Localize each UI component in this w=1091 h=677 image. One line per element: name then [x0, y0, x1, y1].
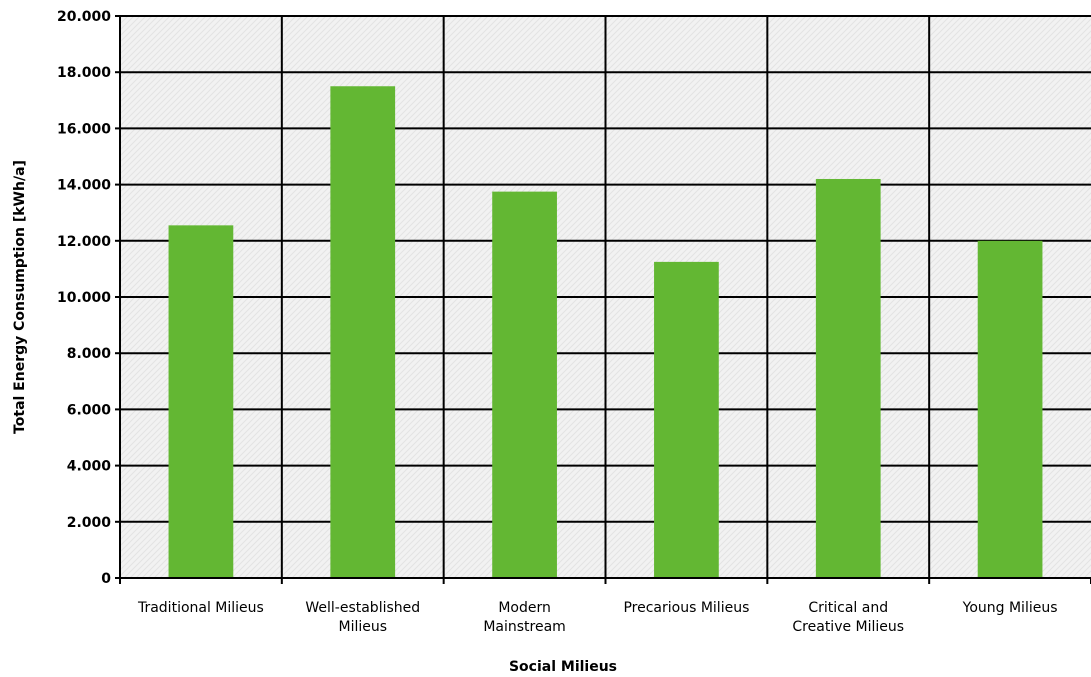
y-tick-label: 14.000	[57, 178, 111, 194]
y-tick-label: 18.000	[57, 65, 111, 81]
y-tick-label: 16.000	[57, 121, 111, 137]
y-tick-label: 20.000	[57, 9, 111, 25]
x-tick-label: Modern Mainstream	[483, 600, 565, 635]
y-axis-title: Total Energy Consumption [kWh/a]	[12, 160, 28, 434]
y-tick-label: 0	[101, 571, 111, 587]
y-tick-label: 6.000	[67, 402, 112, 418]
x-tick-label: Young Milieus	[962, 600, 1058, 616]
bar	[977, 240, 1043, 579]
bar	[330, 86, 396, 578]
y-tick-label: 12.000	[57, 234, 111, 250]
bar	[492, 191, 557, 578]
bar	[654, 261, 719, 578]
x-tick-label: Precarious Milieus	[623, 600, 749, 616]
bar	[168, 225, 234, 578]
bar	[815, 178, 881, 579]
x-axis-title: Social Milieus	[509, 659, 617, 675]
y-tick-label: 8.000	[67, 346, 112, 362]
x-tick-label: Traditional Milieus	[137, 600, 264, 616]
y-tick-label: 10.000	[57, 290, 111, 306]
x-tick-label: Well-established Milieus	[305, 600, 420, 635]
x-tick-label: Critical and Creative Milieus	[792, 600, 904, 635]
y-tick-label: 2.000	[67, 515, 112, 531]
y-tick-label: 4.000	[67, 459, 112, 475]
